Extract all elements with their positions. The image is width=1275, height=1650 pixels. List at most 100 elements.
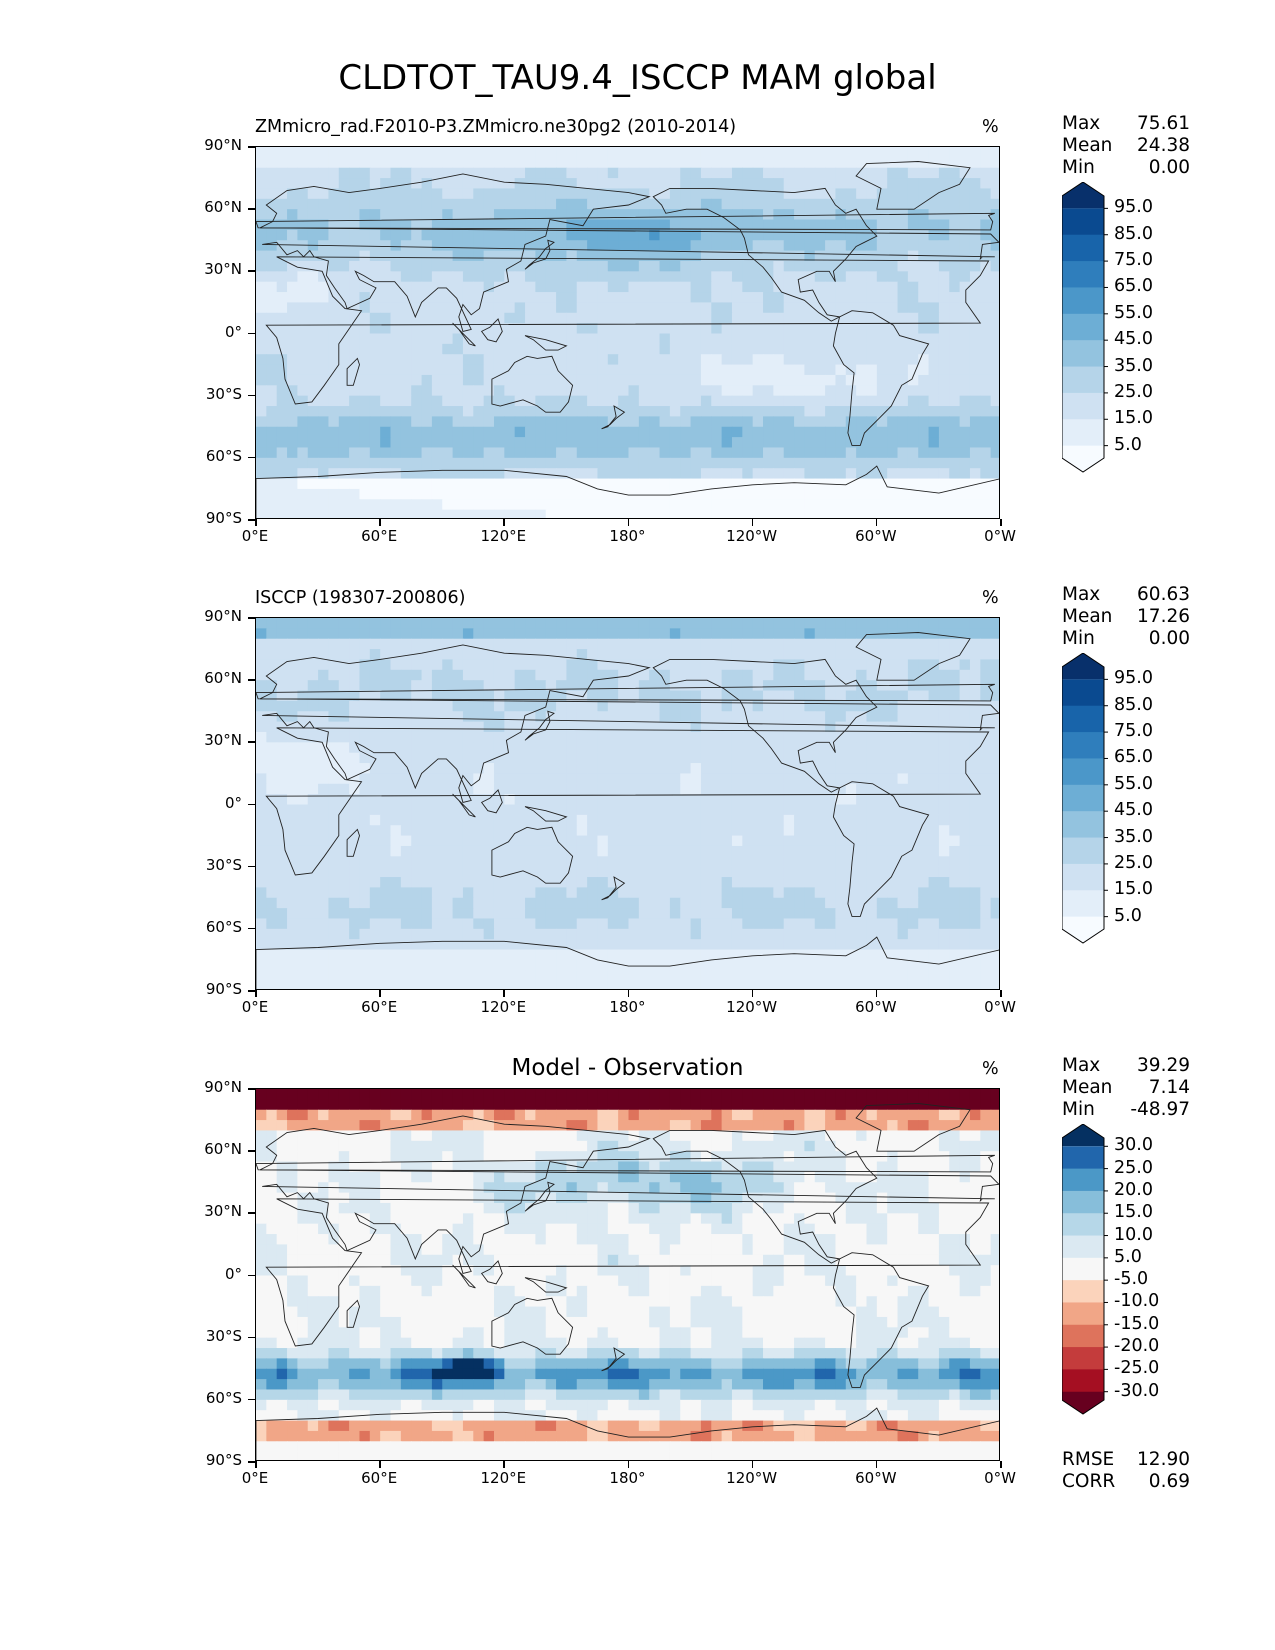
colorbar-tick-label: 75.0 (1114, 721, 1153, 742)
colorbar-tick-label: 45.0 (1114, 800, 1153, 821)
field-cells (256, 147, 999, 518)
lat-tick (248, 1150, 255, 1152)
coastline (452, 793, 476, 818)
coastline (259, 173, 999, 332)
colorbar-tick-label: 65.0 (1114, 747, 1153, 768)
coastline (480, 1260, 503, 1285)
coastline (652, 187, 878, 322)
lon-tick (503, 519, 505, 526)
stats-block: Max 39.29 Mean 7.14 Min -48.97 (1062, 1055, 1190, 1121)
colorbar-tick-label: 35.0 (1114, 355, 1153, 376)
coastline (480, 318, 503, 343)
lon-tick (1000, 990, 1002, 997)
lon-tick (503, 990, 505, 997)
colorbar-segment (1062, 1257, 1104, 1281)
colorbar-tick-label: 5.0 (1114, 1246, 1142, 1267)
colorbar-tick-label: 25.0 (1114, 381, 1153, 402)
stat-max: 60.63 (1137, 584, 1190, 605)
lat-tick-label: 60°S (205, 917, 242, 936)
colorbar-outline (1062, 182, 1105, 473)
colorbar-segment (1062, 1347, 1104, 1370)
lat-tick-label: 30°S (205, 384, 242, 403)
lon-tick (751, 1461, 754, 1468)
lon-tick-label: 0°E (241, 998, 269, 1016)
lat-tick-label: 60°N (204, 198, 242, 217)
coastline (524, 239, 555, 270)
lat-tick (248, 1461, 255, 1463)
lon-tick-label: 120°E (480, 998, 527, 1016)
colorbar-tick-label: 30.0 (1114, 1135, 1153, 1156)
lat-tick (248, 617, 255, 619)
stat-min: -48.97 (1130, 1099, 1190, 1120)
coastline (259, 1115, 999, 1274)
colorbar-segment (1062, 1124, 1104, 1147)
coastline (855, 632, 971, 681)
lat-tick (248, 1398, 255, 1401)
colorbar-outline (1062, 653, 1105, 944)
lat-tick (248, 1336, 255, 1339)
lat-tick-label: 0° (224, 1264, 242, 1283)
coastline (832, 1252, 930, 1388)
lat-tick-label: 30°S (205, 855, 242, 874)
units-label: % (982, 1059, 999, 1079)
colorbar-segment (1062, 1235, 1104, 1259)
coastline (256, 212, 995, 231)
lon-tick-label: 120°W (726, 998, 778, 1016)
lat-tick (248, 679, 255, 681)
coastline (524, 1181, 555, 1212)
lon-tick (255, 519, 257, 526)
stat-mean: 17.26 (1137, 606, 1190, 627)
colorbar-segment (1062, 732, 1104, 759)
figure-title: CLDTOT_TAU9.4_ISCCP MAM global (338, 58, 937, 98)
colorbar-segment (1062, 261, 1104, 288)
colorbar-segment (1062, 182, 1104, 209)
lon-tick-label: 120°E (480, 1469, 527, 1487)
panel-title: ZMmicro_rad.F2010-P3.ZMmicro.ne30pg2 (20… (255, 117, 737, 137)
stat-max: 75.61 (1137, 113, 1190, 134)
colorbar-segment (1062, 916, 1104, 943)
stat-mean-label: Mean (1062, 1077, 1113, 1098)
units-label: % (982, 117, 999, 137)
coastline (524, 1277, 568, 1293)
lon-tick (875, 519, 878, 526)
lon-tick (875, 1461, 878, 1468)
colorbar-tick-label: 15.0 (1114, 408, 1153, 429)
panel-difference: Model - Observation % Max 39.29 Mean 7.14 … (0, 1055, 1275, 1529)
colorbar-segment (1062, 419, 1104, 447)
coastlines (256, 1103, 999, 1460)
coastline (480, 789, 503, 814)
stat-mean: 24.38 (1137, 135, 1190, 156)
map-observation (255, 617, 1000, 990)
lat-tick-label: 60°S (205, 1388, 242, 1407)
colorbar-tick-label: -5.0 (1114, 1269, 1149, 1290)
colorbar-segment (1062, 653, 1104, 680)
stat-mean-label: Mean (1062, 135, 1113, 156)
colorbar-segment (1062, 863, 1104, 891)
lat-tick-label: 0° (224, 322, 242, 341)
colorbar-tick-label: 95.0 (1114, 197, 1153, 218)
colorbar-tick-label: 55.0 (1114, 773, 1153, 794)
coastline (601, 876, 626, 901)
lat-tick-label: 0° (224, 793, 242, 812)
corr-value: 0.69 (1148, 1471, 1190, 1492)
lat-tick (248, 208, 255, 210)
lat-tick (248, 519, 255, 521)
colorbar-segment (1062, 705, 1104, 733)
lon-tick-label: 0°W (984, 998, 1016, 1016)
lon-tick-label: 60°E (361, 1469, 398, 1487)
colorbar-segment (1062, 340, 1104, 368)
colorbar-segment (1062, 1391, 1104, 1414)
rmse-label: RMSE (1062, 1449, 1115, 1470)
colorbar-segment (1062, 1190, 1104, 1214)
lon-tick (379, 990, 381, 997)
lat-tick-label: 30°N (204, 731, 242, 750)
colorbar-segment (1062, 837, 1104, 865)
stat-min-label: Min (1062, 1099, 1095, 1120)
lat-tick (248, 1088, 255, 1090)
colorbar-segment (1062, 784, 1104, 812)
field-cells (256, 618, 999, 989)
lat-tick (248, 394, 255, 397)
coastline (601, 405, 626, 430)
coastline (524, 806, 568, 822)
